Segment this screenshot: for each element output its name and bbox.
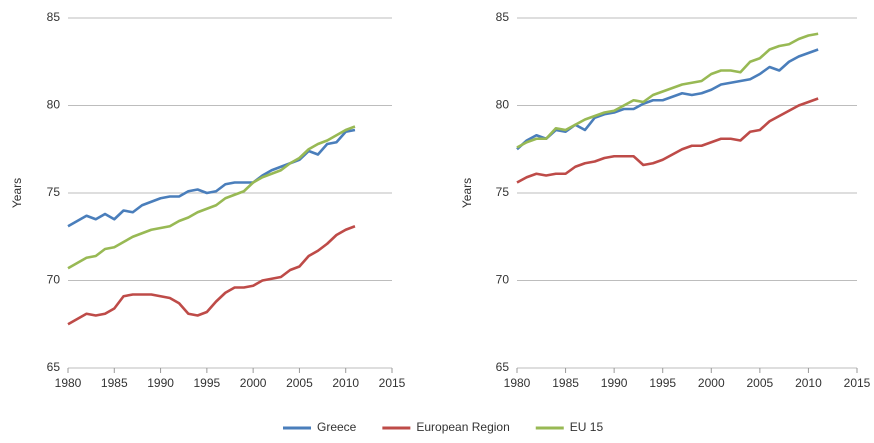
- y-tick-label: 80: [496, 98, 510, 112]
- x-tick-label: 1985: [552, 376, 579, 390]
- series-line: [516, 32, 819, 149]
- x-tick-label: 1995: [649, 376, 676, 390]
- x-tick-label: 2015: [379, 376, 406, 390]
- x-tick-label: 2005: [747, 376, 774, 390]
- x-tick-label: 1990: [147, 376, 174, 390]
- series-line: [67, 225, 356, 326]
- x-tick-label: 1980: [55, 376, 82, 390]
- y-tick-label: 70: [47, 273, 61, 287]
- y-axis-label: Years: [10, 178, 24, 208]
- y-tick-label: 75: [47, 185, 61, 199]
- x-tick-label: 2010: [795, 376, 822, 390]
- series-line: [67, 125, 356, 270]
- series-line: [516, 97, 819, 184]
- x-tick-label: 1980: [504, 376, 531, 390]
- y-tick-label: 65: [47, 360, 61, 374]
- series-line: [516, 48, 819, 151]
- x-tick-label: 1990: [601, 376, 628, 390]
- y-tick-label: 85: [47, 10, 61, 24]
- x-tick-label: 2015: [844, 376, 871, 390]
- y-tick-label: 80: [47, 98, 61, 112]
- legend-label: Greece: [317, 420, 357, 434]
- y-tick-label: 65: [496, 360, 510, 374]
- y-tick-label: 85: [496, 10, 510, 24]
- x-tick-label: 2010: [332, 376, 359, 390]
- x-tick-label: 2005: [286, 376, 313, 390]
- y-tick-label: 75: [496, 185, 510, 199]
- y-axis-label: Years: [460, 178, 474, 208]
- legend-label: European Region: [416, 420, 509, 434]
- x-tick-label: 1985: [101, 376, 128, 390]
- y-tick-label: 70: [496, 273, 510, 287]
- x-tick-label: 2000: [240, 376, 267, 390]
- series-line: [67, 128, 356, 228]
- legend-label: EU 15: [570, 420, 604, 434]
- x-tick-label: 2000: [698, 376, 725, 390]
- x-tick-label: 1995: [194, 376, 221, 390]
